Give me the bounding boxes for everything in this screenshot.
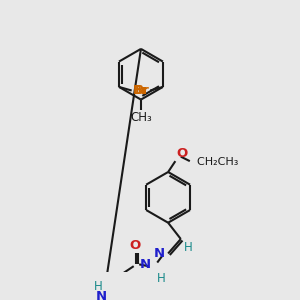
Text: H: H — [94, 280, 103, 292]
Text: Br: Br — [134, 84, 149, 97]
Text: N: N — [140, 258, 151, 271]
Text: N: N — [153, 247, 164, 260]
Text: CH₂CH₃: CH₂CH₃ — [190, 157, 238, 167]
Text: CH₃: CH₃ — [130, 111, 152, 124]
Text: N: N — [95, 290, 106, 300]
Text: H: H — [157, 272, 166, 285]
Text: H: H — [184, 241, 192, 254]
Text: O: O — [176, 147, 188, 160]
Text: O: O — [129, 239, 140, 252]
Text: Br: Br — [133, 84, 147, 97]
